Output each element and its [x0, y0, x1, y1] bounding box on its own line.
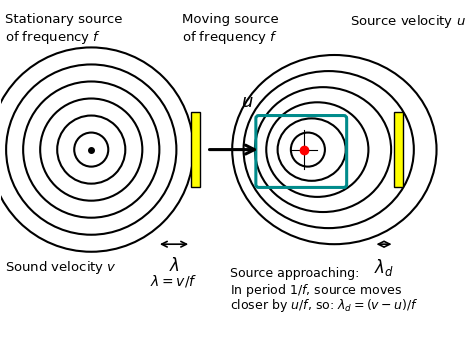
- Text: $\lambda_d$: $\lambda_d$: [374, 257, 394, 278]
- Text: $\lambda$: $\lambda$: [169, 257, 180, 275]
- Text: $\lambda = v/f$: $\lambda = v/f$: [150, 273, 198, 289]
- Text: $u$: $u$: [241, 93, 254, 111]
- Text: closer by $u/f$, so: $\lambda_d = (v - u)/f$: closer by $u/f$, so: $\lambda_d = (v - u…: [230, 297, 419, 314]
- Text: Source velocity $u$: Source velocity $u$: [350, 13, 466, 31]
- Text: Stationary source
of frequency $f$: Stationary source of frequency $f$: [5, 13, 123, 46]
- Text: Source approaching:: Source approaching:: [230, 267, 360, 280]
- Text: Moving source
of frequency $f$: Moving source of frequency $f$: [182, 13, 279, 46]
- Text: Sound velocity $v$: Sound velocity $v$: [5, 259, 117, 276]
- Text: In period $1/f$, source moves: In period $1/f$, source moves: [230, 282, 403, 299]
- Bar: [191, 112, 200, 187]
- Bar: [394, 112, 403, 187]
